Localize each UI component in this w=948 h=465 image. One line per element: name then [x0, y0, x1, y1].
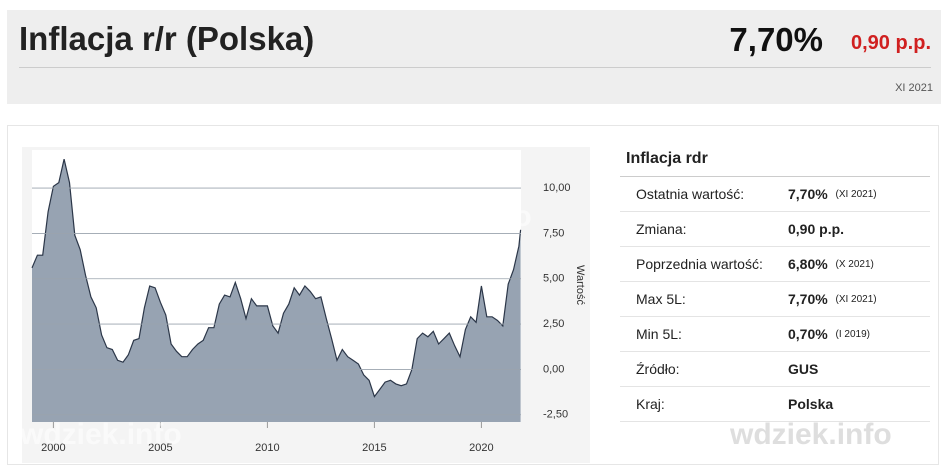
- change: 0,90 p.p.: [850, 32, 931, 54]
- table-row: Max 5L: 7,70% (XI 2021): [620, 282, 930, 317]
- table-row: Ostatnia wartość: 7,70% (XI 2021): [620, 177, 930, 212]
- row-label: Poprzednia wartość:: [636, 256, 763, 272]
- area-line: [31, 158, 522, 398]
- row-label: Max 5L:: [636, 291, 686, 307]
- row-note: (I 2019): [835, 329, 870, 340]
- row-note: (XI 2021): [835, 189, 877, 200]
- row-value: GUS: [788, 361, 819, 377]
- row-value: 0,90 p.p.: [788, 221, 845, 237]
- table-title: Inflacja rdr: [620, 147, 930, 177]
- table: Inflacja rdr Ostatnia wartość: 7,70% (XI 2…: [620, 147, 930, 422]
- row-label: Kraj:: [636, 396, 665, 412]
- chart: Wartość -2,50 0,00 2,50 5,00 7,50 10,00 2000 20…: [22, 147, 590, 463]
- y-tick-label: 10,00: [543, 182, 571, 194]
- row-label: Min 5L:: [636, 326, 682, 342]
- x-tick-label: 2020: [469, 442, 493, 454]
- y-tick-label: -2,50: [543, 409, 568, 421]
- title: Inflacja r/r (Polska): [19, 20, 315, 57]
- table-row: Min 5L: 0,70% (I 2019): [620, 317, 930, 352]
- row-label: Źródło:: [636, 361, 680, 377]
- watermark: wdziek.info: [20, 418, 182, 451]
- row-note: (XI 2021): [835, 294, 877, 305]
- rows: Ostatnia wartość: 7,70% (XI 2021) Zmiana: 0,…: [620, 177, 930, 422]
- row-note: (X 2021): [835, 259, 874, 270]
- watermark: wdziek.info: [730, 418, 892, 451]
- row-label: Ostatnia wartość:: [636, 186, 745, 202]
- row-value: 7,70%: [788, 186, 828, 202]
- table-row: Poprzednia wartość: 6,80% (X 2021): [620, 247, 930, 282]
- x-tick-label: 2010: [255, 442, 279, 454]
- row-value: 6,80%: [788, 256, 828, 272]
- y-label: Wartość: [574, 265, 586, 305]
- y-tick-label: 0,00: [543, 363, 564, 375]
- x-tick-label: 2015: [362, 442, 386, 454]
- area-fill: [32, 159, 521, 422]
- row-value: Polska: [788, 396, 834, 412]
- x-tick-label: 2005: [148, 442, 172, 454]
- watermark: wdziek.info: [370, 200, 532, 233]
- x-tick-label: 2000: [41, 442, 65, 454]
- y-tick-label: 2,50: [543, 318, 564, 330]
- row-value: 0,70%: [788, 326, 828, 342]
- row-value: 7,70%: [788, 291, 828, 307]
- header: Inflacja r/r (Polska) 7,70% 0,90 p.p. XI…: [7, 10, 941, 104]
- table-row: Zmiana: 0,90 p.p.: [620, 212, 930, 247]
- table-row: Źródło: GUS: [620, 352, 930, 387]
- date: XI 2021: [895, 82, 933, 94]
- value: 7,70%: [729, 21, 823, 58]
- y-tick-label: 5,00: [543, 273, 564, 285]
- divider: [19, 67, 931, 68]
- y-tick-label: 7,50: [543, 227, 564, 239]
- table-row: Kraj: Polska: [620, 387, 930, 422]
- row-label: Zmiana:: [636, 221, 687, 237]
